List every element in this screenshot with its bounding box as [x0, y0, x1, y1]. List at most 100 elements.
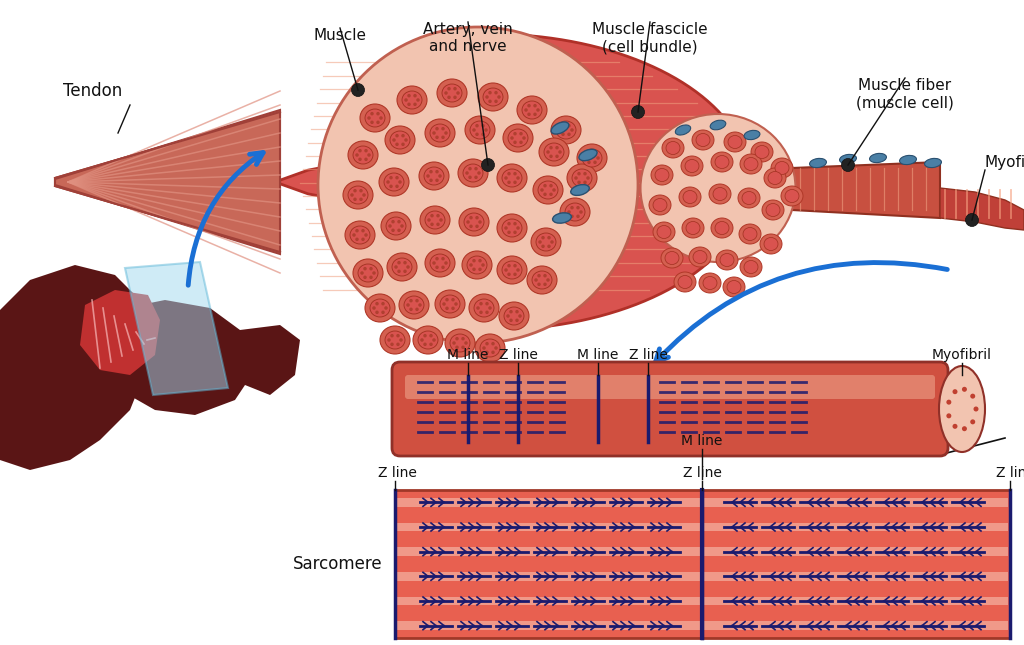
Ellipse shape [435, 257, 438, 261]
Ellipse shape [425, 211, 445, 229]
Text: Z line: Z line [378, 466, 417, 480]
Ellipse shape [394, 265, 397, 269]
Ellipse shape [318, 27, 638, 343]
Ellipse shape [547, 244, 551, 248]
Ellipse shape [720, 253, 734, 266]
Ellipse shape [692, 130, 714, 150]
Ellipse shape [368, 116, 371, 120]
Ellipse shape [404, 138, 408, 142]
Ellipse shape [653, 199, 667, 212]
Ellipse shape [542, 244, 545, 248]
Ellipse shape [399, 291, 429, 319]
Ellipse shape [395, 176, 398, 179]
Ellipse shape [375, 302, 379, 306]
Ellipse shape [444, 261, 447, 264]
Ellipse shape [781, 186, 803, 206]
Ellipse shape [464, 341, 468, 344]
Ellipse shape [475, 334, 505, 362]
Text: Z line: Z line [683, 466, 722, 480]
Ellipse shape [570, 215, 573, 218]
Text: Sarcomere: Sarcomere [293, 555, 383, 573]
Ellipse shape [445, 329, 475, 357]
Ellipse shape [762, 200, 784, 220]
Ellipse shape [481, 159, 495, 172]
Bar [395, 490, 1010, 638]
Ellipse shape [513, 141, 517, 144]
Ellipse shape [375, 311, 379, 314]
Ellipse shape [570, 128, 573, 132]
Ellipse shape [452, 306, 455, 310]
Ellipse shape [410, 308, 413, 311]
Ellipse shape [925, 159, 941, 168]
Ellipse shape [364, 275, 367, 279]
Polygon shape [792, 162, 940, 218]
Ellipse shape [429, 170, 433, 174]
Ellipse shape [510, 136, 514, 140]
Ellipse shape [430, 254, 450, 272]
Ellipse shape [584, 181, 587, 184]
Ellipse shape [499, 302, 529, 330]
Ellipse shape [962, 387, 967, 392]
Ellipse shape [440, 295, 460, 313]
Ellipse shape [468, 167, 472, 170]
Ellipse shape [538, 181, 558, 199]
Ellipse shape [469, 263, 473, 267]
Ellipse shape [438, 174, 441, 178]
Ellipse shape [453, 341, 456, 344]
Ellipse shape [430, 214, 434, 217]
Ellipse shape [509, 310, 513, 313]
Text: M line: M line [681, 434, 723, 448]
Ellipse shape [506, 314, 510, 318]
Ellipse shape [970, 393, 975, 399]
Ellipse shape [549, 155, 553, 158]
Ellipse shape [507, 273, 511, 276]
Ellipse shape [584, 172, 587, 175]
Ellipse shape [361, 229, 365, 232]
Ellipse shape [556, 121, 575, 139]
Ellipse shape [952, 389, 957, 394]
Ellipse shape [503, 124, 534, 152]
Ellipse shape [507, 222, 511, 225]
Ellipse shape [709, 184, 731, 204]
Ellipse shape [547, 236, 551, 239]
Ellipse shape [447, 95, 451, 99]
Ellipse shape [544, 283, 547, 286]
Ellipse shape [970, 419, 975, 424]
Ellipse shape [715, 221, 729, 235]
Ellipse shape [420, 206, 450, 234]
Ellipse shape [509, 319, 513, 322]
Ellipse shape [437, 79, 467, 107]
Ellipse shape [570, 206, 573, 210]
Ellipse shape [743, 228, 757, 241]
Ellipse shape [454, 87, 457, 90]
Text: Tendon: Tendon [63, 82, 122, 100]
Ellipse shape [373, 272, 376, 275]
Ellipse shape [379, 116, 383, 120]
Ellipse shape [728, 135, 742, 148]
Ellipse shape [497, 256, 527, 284]
Ellipse shape [395, 184, 398, 188]
Ellipse shape [744, 261, 758, 273]
Ellipse shape [474, 299, 494, 317]
Ellipse shape [516, 176, 520, 180]
Ellipse shape [376, 112, 380, 115]
Ellipse shape [370, 267, 373, 270]
Ellipse shape [869, 154, 887, 163]
Ellipse shape [478, 220, 481, 224]
Ellipse shape [675, 125, 690, 135]
Ellipse shape [464, 213, 484, 231]
Ellipse shape [426, 174, 430, 178]
Ellipse shape [522, 101, 542, 119]
Ellipse shape [381, 302, 385, 306]
Ellipse shape [640, 114, 796, 262]
Ellipse shape [549, 146, 553, 150]
Ellipse shape [469, 294, 499, 322]
Ellipse shape [665, 252, 679, 264]
Ellipse shape [445, 298, 449, 301]
Ellipse shape [485, 342, 488, 346]
Ellipse shape [430, 223, 434, 226]
Ellipse shape [397, 220, 400, 223]
Ellipse shape [561, 124, 565, 128]
Ellipse shape [582, 149, 602, 167]
Ellipse shape [534, 104, 537, 108]
